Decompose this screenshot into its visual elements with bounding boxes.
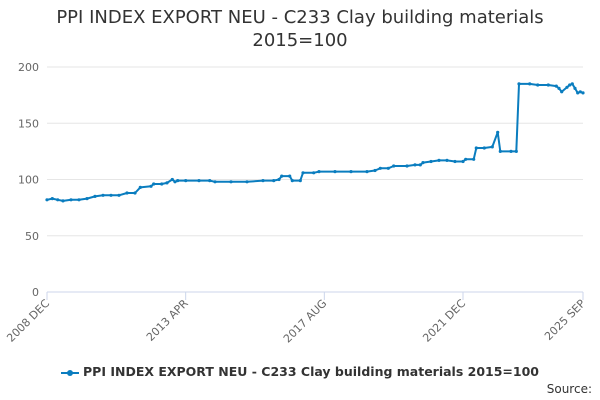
data-point[interactable] [77, 198, 81, 202]
series-group[interactable] [45, 82, 585, 203]
data-point[interactable] [464, 157, 468, 161]
chart-title: PPI INDEX EXPORT NEU - C233 Clay buildin… [0, 6, 600, 52]
data-point[interactable] [56, 198, 60, 202]
data-point[interactable] [280, 174, 284, 178]
legend-series-label: PPI INDEX EXPORT NEU - C233 Clay buildin… [83, 364, 539, 379]
data-point[interactable] [517, 82, 521, 86]
x-tick-label: 2008 DEC [4, 297, 52, 345]
data-point[interactable] [578, 90, 582, 94]
data-point[interactable] [498, 149, 502, 153]
y-tick-label: 100 [18, 174, 39, 187]
data-point[interactable] [413, 163, 417, 167]
y-axis-ticks: 0 50 100 150 200 [18, 61, 39, 299]
data-point[interactable] [576, 91, 580, 95]
data-point[interactable] [557, 86, 561, 90]
data-point[interactable] [261, 179, 265, 183]
chart-title-line-2: 2015=100 [252, 30, 348, 51]
x-tick-label: 2021 DEC [420, 297, 468, 345]
data-point[interactable] [288, 174, 292, 178]
data-point[interactable] [312, 171, 316, 175]
data-point[interactable] [229, 180, 233, 184]
x-tick-label: 2017 AUG [281, 297, 330, 346]
data-point[interactable] [437, 158, 441, 162]
y-tick-label: 150 [18, 117, 39, 130]
data-point[interactable] [405, 164, 409, 168]
data-point[interactable] [536, 83, 540, 87]
data-point[interactable] [208, 179, 212, 183]
data-point[interactable] [93, 194, 97, 198]
data-point[interactable] [333, 170, 337, 174]
data-point[interactable] [117, 193, 121, 197]
data-point[interactable] [301, 171, 305, 175]
data-point[interactable] [573, 86, 577, 90]
data-point[interactable] [554, 84, 558, 88]
gridlines [47, 66, 583, 293]
data-point[interactable] [496, 130, 500, 134]
data-point[interactable] [152, 182, 156, 186]
x-axis: 2008 DEC 2013 APR 2017 AUG 2021 DEC 2025 SEP [4, 292, 588, 345]
legend-series-swatch [61, 368, 79, 378]
data-point[interactable] [365, 170, 369, 174]
data-point[interactable] [85, 197, 89, 201]
data-point[interactable] [298, 179, 302, 183]
data-point[interactable] [392, 164, 396, 168]
data-point[interactable] [565, 85, 569, 89]
data-point[interactable] [61, 199, 65, 203]
data-point[interactable] [570, 82, 574, 86]
data-point[interactable] [101, 193, 105, 197]
data-point[interactable] [133, 191, 137, 195]
data-point[interactable] [546, 83, 550, 87]
y-tick-label: 200 [18, 61, 39, 74]
data-point[interactable] [528, 82, 532, 86]
data-point[interactable] [245, 180, 249, 184]
data-point[interactable] [109, 193, 113, 197]
data-point[interactable] [176, 179, 180, 183]
data-point[interactable] [277, 177, 281, 182]
data-point[interactable] [69, 198, 73, 202]
data-point[interactable] [514, 149, 518, 153]
data-point[interactable] [213, 180, 217, 184]
y-tick-label: 0 [32, 286, 39, 299]
data-point[interactable] [317, 170, 321, 174]
data-point[interactable] [149, 184, 153, 188]
data-point[interactable] [125, 191, 129, 195]
data-point[interactable] [509, 149, 513, 153]
x-tick-label: 2025 SEP [542, 297, 588, 343]
series-line-0[interactable] [46, 82, 584, 202]
data-point[interactable] [173, 180, 177, 184]
data-point[interactable] [490, 145, 494, 149]
y-tick-label: 50 [25, 230, 39, 243]
data-point[interactable] [474, 146, 478, 150]
data-point[interactable] [290, 179, 294, 183]
data-point[interactable] [45, 198, 49, 202]
data-point[interactable] [461, 159, 465, 164]
data-point[interactable] [197, 179, 201, 183]
data-point[interactable] [418, 163, 422, 167]
data-point[interactable] [482, 146, 486, 150]
data-point[interactable] [160, 182, 164, 186]
data-point[interactable] [560, 90, 564, 94]
data-point[interactable] [568, 83, 572, 87]
data-point[interactable] [421, 161, 425, 165]
data-point[interactable] [429, 159, 433, 164]
data-point[interactable] [378, 166, 382, 170]
data-point[interactable] [386, 166, 390, 170]
source-label: Source: [546, 382, 592, 396]
data-point[interactable] [170, 177, 174, 182]
data-point[interactable] [184, 179, 188, 183]
data-point[interactable] [581, 91, 585, 95]
data-point[interactable] [50, 197, 54, 201]
data-point[interactable] [165, 181, 169, 185]
data-point[interactable] [138, 185, 142, 189]
data-point[interactable] [453, 159, 457, 164]
chart-legend[interactable]: PPI INDEX EXPORT NEU - C233 Clay buildin… [0, 364, 600, 379]
data-point[interactable] [445, 158, 449, 162]
data-point[interactable] [349, 170, 353, 174]
chart-title-line-1: PPI INDEX EXPORT NEU - C233 Clay buildin… [56, 7, 544, 28]
data-point[interactable] [272, 179, 276, 183]
data-point[interactable] [373, 168, 377, 173]
x-tick-label: 2013 APR [144, 297, 191, 344]
data-point[interactable] [472, 157, 476, 161]
